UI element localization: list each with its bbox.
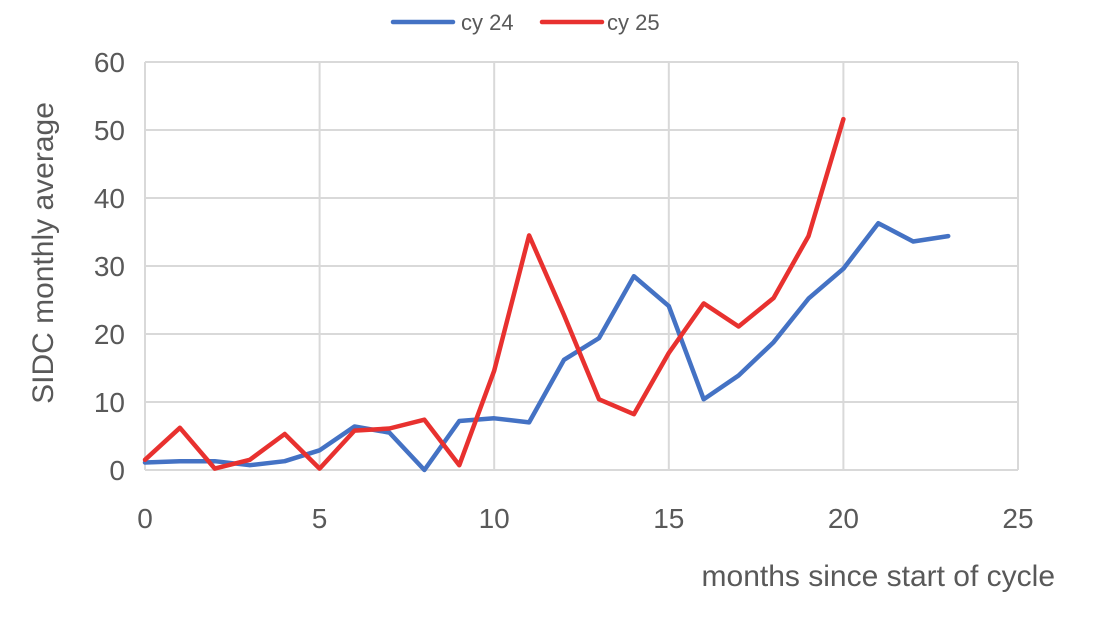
x-tick-label: 0 [137,503,153,534]
data-point-cy-24 [701,397,706,402]
data-point-cy-25 [736,324,741,329]
y-tick-label: 60 [94,47,125,78]
data-point-cy-24 [212,459,217,464]
data-point-cy-24 [597,336,602,341]
data-point-cy-25 [806,234,811,239]
legend-entry-cy-25[interactable]: cy 25 [539,10,660,35]
legend-entry-cy-24[interactable]: cy 24 [390,10,514,35]
data-point-cy-25 [492,368,497,373]
y-tick-label: 20 [94,319,125,350]
data-point-cy-25 [177,425,182,430]
data-point-cy-24 [736,373,741,378]
data-point-cy-25 [597,397,602,402]
data-point-cy-24 [946,234,951,239]
data-point-cy-24 [317,448,322,453]
y-tick-label: 0 [109,455,125,486]
data-point-cy-25 [143,457,148,462]
data-point-cy-25 [771,296,776,301]
data-point-cy-25 [247,457,252,462]
x-tick-label: 20 [828,503,859,534]
data-point-cy-24 [876,221,881,226]
gridlines [144,61,1019,471]
data-point-cy-24 [282,459,287,464]
data-point-cy-25 [212,466,217,471]
data-point-cy-24 [911,239,916,244]
data-point-cy-25 [631,412,636,417]
data-point-cy-25 [457,463,462,468]
legend-label: cy 24 [461,10,514,35]
data-point-cy-24 [527,420,532,425]
x-tick-label: 25 [1002,503,1033,534]
data-point-cy-25 [841,117,846,122]
data-point-cy-25 [701,301,706,306]
data-point-cy-25 [666,351,671,356]
data-point-cy-24 [806,296,811,301]
axes: 0 10 20 30 40 50 60 0 5 10 15 20 25 [94,47,1034,534]
y-tick-label: 30 [94,251,125,282]
y-axis-title: SIDC monthly average [27,102,60,404]
legend[interactable]: cy 24 cy 25 [390,10,660,35]
series-line-cy-25 [142,116,846,471]
data-point-cy-24 [771,340,776,345]
y-tick-label: 10 [94,387,125,418]
data-point-cy-25 [422,417,427,422]
legend-label: cy 25 [607,10,660,35]
data-point-cy-24 [422,468,427,473]
data-point-cy-25 [562,313,567,318]
data-point-cy-24 [666,304,671,309]
data-point-cy-25 [352,428,357,433]
data-point-cy-25 [317,466,322,471]
x-tick-label: 10 [479,503,510,534]
x-axis-title: months since start of cycle [702,560,1055,593]
data-point-cy-25 [387,426,392,431]
data-point-cy-24 [247,463,252,468]
data-point-cy-24 [177,459,182,464]
data-point-cy-24 [631,274,636,279]
y-tick-label: 40 [94,183,125,214]
data-point-cy-25 [527,233,532,238]
data-point-cy-24 [457,419,462,424]
x-tick-label: 15 [653,503,684,534]
series-line-cy-24 [142,220,951,473]
data-series [142,116,951,473]
data-point-cy-24 [562,357,567,362]
x-tick-label: 5 [312,503,328,534]
data-point-cy-24 [492,416,497,421]
data-point-cy-24 [841,266,846,271]
data-point-cy-25 [282,432,287,437]
y-tick-label: 50 [94,115,125,146]
